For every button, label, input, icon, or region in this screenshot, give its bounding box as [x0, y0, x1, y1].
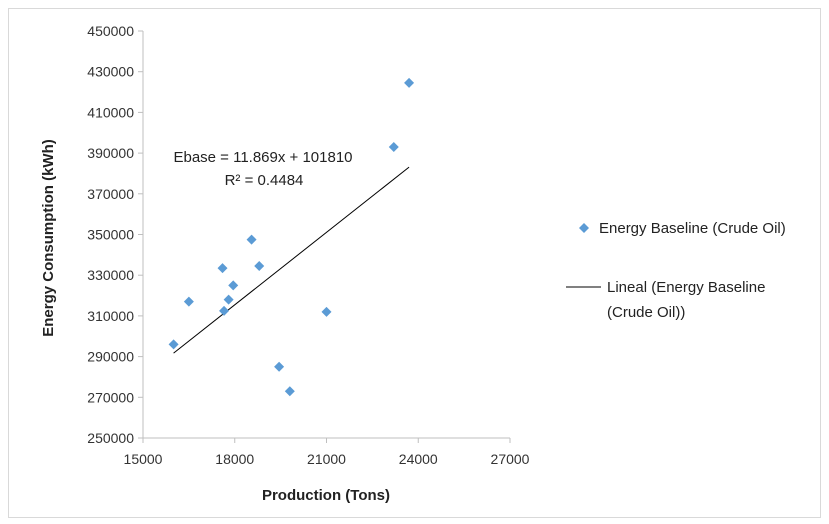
- trendline: [173, 166, 410, 354]
- data-point-diamond: [254, 261, 265, 272]
- data-point-diamond: [404, 77, 415, 88]
- scatter-chart: 250000 270000 290000 310000 330000 350000 3700…: [40, 23, 786, 504]
- x-axis-title: Production (Tons): [262, 487, 390, 504]
- legend-label-trend-line1: Lineal (Energy Baseline: [607, 279, 765, 296]
- y-tick-label: 410000: [87, 104, 134, 120]
- x-tick-label: 21000: [307, 451, 346, 467]
- y-tick-label: 290000: [87, 349, 134, 365]
- data-point-diamond: [388, 141, 399, 152]
- data-point-diamond: [223, 294, 234, 305]
- r-squared-label: R² = 0.4484: [225, 172, 304, 189]
- y-tick-label: 310000: [87, 308, 134, 324]
- x-tick-label: 18000: [215, 451, 254, 467]
- y-tick-label: 250000: [87, 430, 134, 446]
- data-point-diamond: [228, 280, 239, 291]
- x-tick-label: 24000: [399, 451, 438, 467]
- axes: 250000 270000 290000 310000 330000 350000 3700…: [87, 23, 529, 467]
- data-point-diamond: [321, 306, 332, 317]
- y-tick-label: 350000: [87, 227, 134, 243]
- plot-area: [168, 77, 415, 397]
- y-tick-label: 330000: [87, 267, 134, 283]
- y-tick-label: 370000: [87, 186, 134, 202]
- y-tick-label: 430000: [87, 64, 134, 80]
- data-point-diamond: [284, 386, 295, 397]
- legend-label-trend-line2: (Crude Oil)): [607, 304, 685, 321]
- trendline-equation: Ebase = 11.869x + 101810: [173, 149, 352, 166]
- y-tick-label: 270000: [87, 389, 134, 405]
- chart-area: 250000 270000 290000 310000 330000 350000 3700…: [8, 8, 821, 518]
- data-point-diamond: [246, 234, 257, 245]
- data-point-diamond: [183, 296, 194, 307]
- x-tick-label: 15000: [124, 451, 163, 467]
- x-tick-label: 27000: [491, 451, 530, 467]
- data-point-diamond: [219, 305, 230, 316]
- legend: Energy Baseline (Crude Oil) Lineal (Ener…: [566, 220, 786, 321]
- data-point-diamond: [217, 263, 228, 274]
- data-point-diamond: [168, 339, 179, 350]
- y-tick-label: 450000: [87, 23, 134, 39]
- legend-label-baseline: Energy Baseline (Crude Oil): [599, 220, 786, 237]
- legend-diamond-marker: [579, 223, 589, 233]
- data-point-diamond: [274, 361, 285, 372]
- y-axis-title: Energy Consumption (kWh): [40, 139, 57, 337]
- y-tick-label: 390000: [87, 145, 134, 161]
